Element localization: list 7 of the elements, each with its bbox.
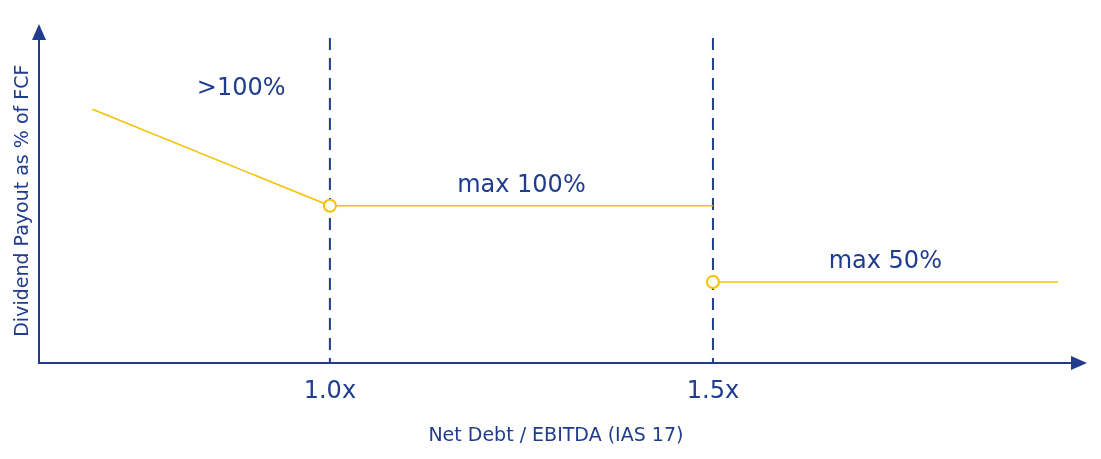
text: >100% — [196, 73, 286, 102]
x-tick-label: 1.0x — [303, 376, 357, 405]
x-tick-label: 1.5x — [686, 376, 740, 405]
annotation: max 100% — [457, 170, 586, 199]
annotation: max 50% — [828, 246, 942, 275]
y-axis-title: Dividend Payout as % of FCF — [10, 64, 33, 337]
x-axis-title: Net Debt / EBITDA (IAS 17) — [428, 422, 684, 445]
